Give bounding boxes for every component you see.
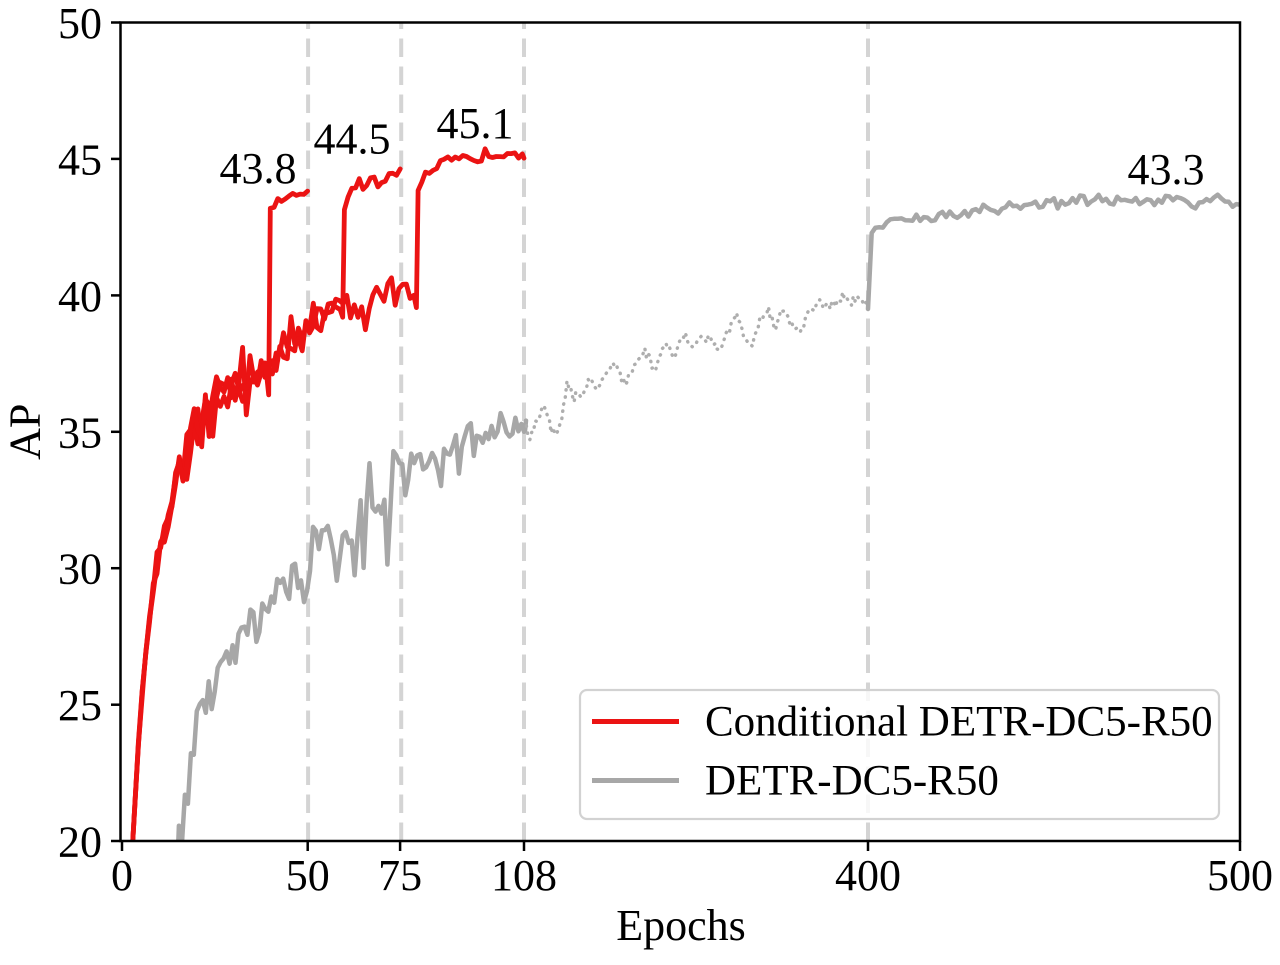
svg-text:50: 50 [58,0,102,48]
svg-text:45.1: 45.1 [437,99,514,148]
svg-text:108: 108 [491,851,557,900]
svg-text:50: 50 [286,851,330,900]
svg-text:500: 500 [1207,851,1273,900]
svg-text:Conditional DETR-DC5-R50: Conditional DETR-DC5-R50 [705,699,1213,746]
svg-text:DETR-DC5-R50: DETR-DC5-R50 [705,758,999,805]
svg-text:40: 40 [58,272,102,321]
svg-text:45: 45 [58,135,102,184]
svg-text:20: 20 [58,818,102,867]
svg-text:AP: AP [1,404,50,460]
svg-text:Epochs: Epochs [616,901,746,950]
svg-text:43.3: 43.3 [1128,145,1205,194]
svg-text:30: 30 [58,545,102,594]
svg-text:75: 75 [378,851,422,900]
svg-text:43.8: 43.8 [220,144,297,193]
svg-text:0: 0 [111,851,133,900]
svg-text:25: 25 [58,681,102,730]
svg-text:44.5: 44.5 [314,115,391,164]
svg-text:400: 400 [835,851,901,900]
svg-text:35: 35 [58,408,102,457]
